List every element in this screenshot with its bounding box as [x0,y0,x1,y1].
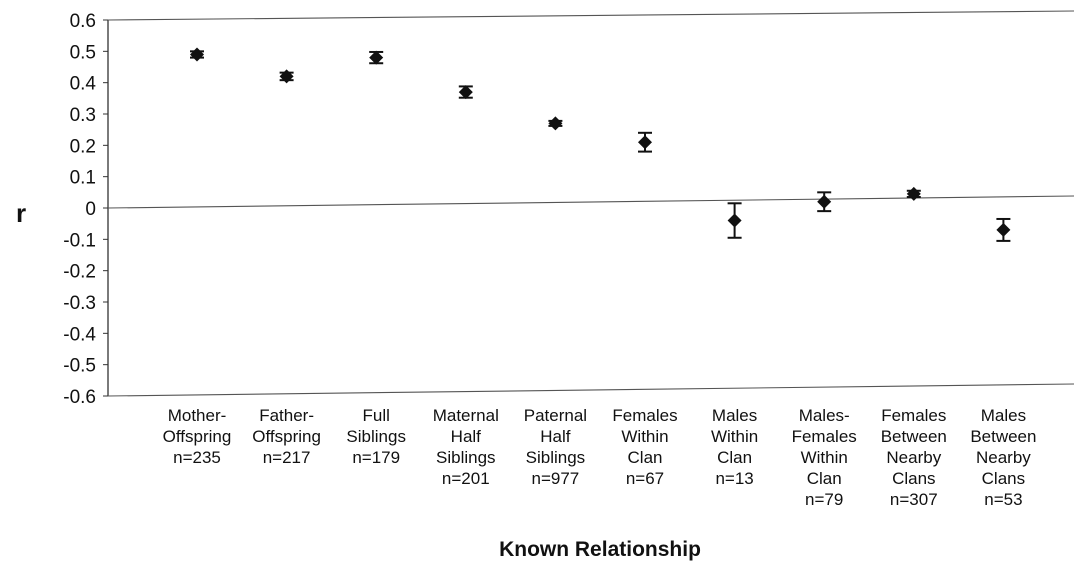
category-label: Maternal Half Siblings n=201 [433,406,499,488]
category-label-line: Clan [628,448,663,467]
data-point [458,85,473,100]
category-label-line: Siblings [436,448,496,467]
category-label-line: n=217 [263,448,311,467]
data-point-group [548,116,563,131]
category-label-line: n=977 [532,469,580,488]
category-label-line: Clan [807,469,842,488]
data-point-group [906,186,921,201]
data-point [190,47,204,62]
category-label-line: Mother- [168,406,227,425]
category-label: Full Siblings n=179 [346,406,406,467]
category-label-line: Half [540,427,571,446]
category-label-line: Siblings [346,427,406,446]
category-label-line: Between [881,427,947,446]
axes [107,10,1075,397]
category-label-line: Father- [259,406,314,425]
category-label-line: n=179 [352,448,400,467]
category-label: Paternal Half Siblings n=977 [524,406,587,488]
category-label-line: Maternal [433,406,499,425]
category-label-line: Females [881,406,946,425]
y-tick-label: -0.5 [63,356,96,377]
category-label-line: n=67 [626,469,664,488]
data-point-group [190,47,204,62]
category-label-line: Between [970,427,1036,446]
category-label-line: n=235 [173,448,221,467]
data-point [279,69,294,84]
data-points [190,47,1011,242]
category-label-line: n=53 [984,490,1022,509]
data-point-group [279,69,294,84]
y-tick-label: 0.6 [70,11,96,32]
data-point [996,222,1011,237]
x-axis-title: Known Relationship [499,538,701,561]
category-label-line: Clans [982,469,1025,488]
y-tick-label: -0.6 [63,387,96,408]
y-tick-label: 0 [85,199,96,220]
y-tick-label: -0.4 [63,324,96,345]
category-label-line: Half [451,427,482,446]
category-label-line: Offspring [163,427,232,446]
y-tick-label: -0.2 [63,262,96,283]
category-label-line: Clan [717,448,752,467]
category-label-line: Within [621,427,668,446]
x-axis-line [107,383,1075,397]
y-tick-label: 0.2 [70,136,96,157]
category-label-line: Males- [799,406,850,425]
category-label-line: Siblings [526,448,586,467]
category-label-line: Nearby [886,448,941,467]
category-label-line: Within [801,448,848,467]
y-axis-title: r [16,198,26,228]
y-tick-label: 0.4 [70,74,97,95]
category-label: Females Between Nearby Clans n=307 [881,406,947,509]
data-point-group [996,217,1011,242]
data-point-group [369,50,384,65]
category-label: Father- Offspring n=217 [252,406,321,467]
category-label: Females Within Clan n=67 [612,406,677,488]
y-tick-label: 0.5 [70,42,96,63]
data-point-group [458,85,473,100]
category-label-line: Females [792,427,857,446]
data-point [817,194,832,209]
category-label-line: Females [612,406,677,425]
category-label-line: n=13 [715,469,753,488]
data-point [548,116,563,131]
category-label: Males- Females Within Clan n=79 [792,406,857,509]
data-point [369,50,384,65]
data-point [638,135,652,150]
y-tick-label: -0.1 [63,230,96,251]
y-tick-label: 0.1 [70,168,96,189]
y-tick-label: 0.3 [70,105,96,126]
y-ticks: 0.6 0.5 0.4 0.3 0.2 0.1 0 -0.1 -0.2 -0.3 -0.4 -0.5 -… [63,11,108,408]
category-label-line: Within [711,427,758,446]
category-label-line: Nearby [976,448,1031,467]
data-point [727,213,742,228]
zero-line [107,195,1075,209]
category-label-line: Paternal [524,406,587,425]
category-label-line: n=79 [805,490,843,509]
category-label: Males Between Nearby Clans n=53 [970,406,1036,509]
data-point-group [727,202,742,239]
category-labels: Mother- Offspring n=235 Father- Offspring n=2… [163,406,1037,509]
data-point [906,186,921,201]
category-label-line: Clans [892,469,935,488]
category-label-line: Full [362,406,389,425]
y-tick-label: -0.3 [63,293,96,314]
data-point-group [638,131,652,153]
category-label-line: n=307 [890,490,938,509]
category-label: Males Within Clan n=13 [711,406,758,488]
category-label-line: Offspring [252,427,321,446]
data-point-group [817,191,832,213]
category-label-line: Males [712,406,757,425]
category-label-line: n=201 [442,469,490,488]
category-label: Mother- Offspring n=235 [163,406,232,467]
top-border-line [107,10,1075,21]
category-label-line: Males [981,406,1026,425]
